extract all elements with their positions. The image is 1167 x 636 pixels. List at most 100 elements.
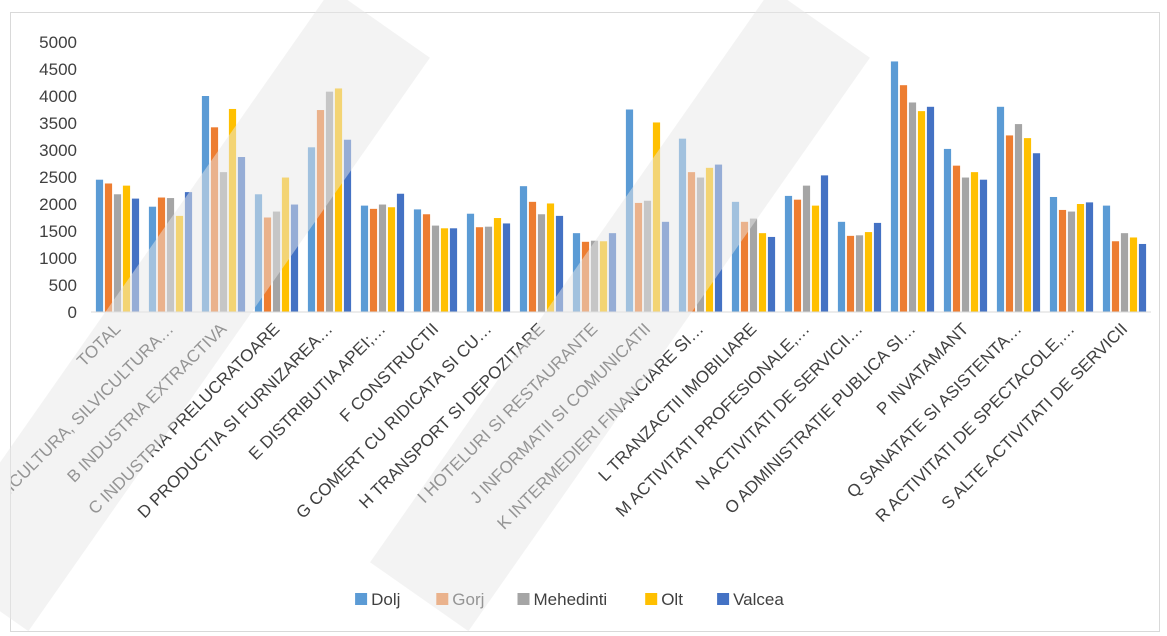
legend-label-mehedinti: Mehedinti bbox=[534, 590, 608, 609]
bar-dolj bbox=[890, 61, 899, 312]
bar-olt bbox=[652, 122, 661, 313]
bar-dolj bbox=[943, 148, 952, 312]
bar-valcea bbox=[396, 193, 405, 312]
bar-valcea bbox=[184, 192, 193, 312]
x-tick-label: O ADMINISTRATIE PUBLICA SI… bbox=[721, 319, 919, 517]
bar-gorj bbox=[1111, 241, 1120, 312]
bar-mehedinti bbox=[484, 226, 493, 312]
x-tick-label: C INDUSTRIA PRELUCRATOARE bbox=[85, 319, 284, 518]
bar-dolj bbox=[413, 209, 422, 312]
bar-gorj bbox=[634, 202, 643, 312]
bar-gorj bbox=[263, 217, 272, 312]
bar-dolj bbox=[731, 201, 740, 312]
bar-gorj bbox=[369, 208, 378, 312]
bar-mehedinti bbox=[272, 211, 281, 312]
bar-olt bbox=[705, 167, 714, 312]
bar-mehedinti bbox=[802, 185, 811, 312]
bar-mehedinti bbox=[1014, 124, 1023, 312]
bar-valcea bbox=[608, 233, 617, 312]
bar-valcea bbox=[873, 222, 882, 312]
bar-chart: 0 500 1000 1500 2000 2500 3000 3500 4000 4500 5000… bbox=[11, 33, 1151, 609]
bar-valcea bbox=[131, 198, 140, 312]
bar-mehedinti bbox=[325, 91, 334, 313]
legend-label-valcea: Valcea bbox=[733, 590, 784, 609]
y-tick-label: 5000 bbox=[39, 33, 77, 52]
y-axis: 0 500 1000 1500 2000 2500 3000 3500 4000 4500 5000 bbox=[39, 33, 77, 322]
bar-olt bbox=[440, 228, 449, 312]
bar-gorj bbox=[104, 183, 113, 312]
x-tick-label: P INVATAMANT bbox=[873, 319, 972, 418]
bar-olt bbox=[334, 88, 343, 312]
chart-frame: 0 500 1000 1500 2000 2500 3000 3500 4000 4500 5000… bbox=[10, 12, 1160, 632]
bar-mehedinti bbox=[537, 214, 546, 312]
bar-olt bbox=[970, 172, 979, 312]
bar-dolj bbox=[784, 195, 793, 312]
bar-olt bbox=[1023, 138, 1032, 312]
bar-mehedinti bbox=[431, 225, 440, 312]
bar-dolj bbox=[466, 213, 475, 312]
legend-swatch-valcea bbox=[717, 593, 730, 605]
y-tick-label: 2000 bbox=[39, 195, 77, 214]
bar-gorj bbox=[210, 127, 219, 312]
bar-gorj bbox=[1005, 135, 1014, 312]
bar-olt bbox=[228, 108, 237, 313]
bar-valcea bbox=[1085, 202, 1094, 312]
bar-valcea bbox=[1138, 243, 1147, 312]
legend-swatch-dolj bbox=[355, 593, 368, 605]
bar-dolj bbox=[95, 179, 104, 312]
bar-mehedinti bbox=[219, 172, 228, 312]
bar-dolj bbox=[1049, 196, 1058, 312]
bar-mehedinti bbox=[643, 200, 652, 312]
bar-dolj bbox=[572, 233, 581, 312]
bar-valcea bbox=[343, 139, 352, 312]
bar-dolj bbox=[360, 205, 369, 312]
bar-dolj bbox=[254, 194, 263, 312]
bar-valcea bbox=[290, 204, 299, 312]
bar-gorj bbox=[793, 199, 802, 312]
bar-valcea bbox=[979, 179, 988, 312]
y-tick-label: 3000 bbox=[39, 141, 77, 160]
bars-group bbox=[95, 61, 1147, 313]
bar-valcea bbox=[714, 164, 723, 312]
bar-dolj bbox=[201, 96, 210, 312]
bar-gorj bbox=[581, 241, 590, 312]
y-tick-label: 4000 bbox=[39, 87, 77, 106]
bar-dolj bbox=[996, 106, 1005, 312]
bar-mehedinti bbox=[1067, 211, 1076, 312]
x-tick-label: M ACTIVITATI PROFESIONALE,… bbox=[612, 319, 813, 520]
bar-valcea bbox=[820, 175, 829, 312]
bar-gorj bbox=[1058, 209, 1067, 312]
y-tick-label: 3500 bbox=[39, 114, 77, 133]
bar-mehedinti bbox=[696, 177, 705, 312]
legend-swatch-gorj bbox=[436, 593, 449, 605]
x-tick-label: G COMERT CU RIDICATA SI CU… bbox=[292, 319, 495, 522]
x-tick-label: F CONSTRUCTII bbox=[336, 319, 442, 425]
bar-gorj bbox=[528, 201, 537, 312]
legend-label-olt: Olt bbox=[661, 590, 683, 609]
bar-olt bbox=[122, 185, 131, 312]
bar-mehedinti bbox=[378, 204, 387, 312]
bar-olt bbox=[811, 205, 820, 312]
bar-dolj bbox=[1102, 205, 1111, 312]
legend: Dolj Gorj Mehedinti Olt Valcea bbox=[355, 590, 784, 609]
legend-label-gorj: Gorj bbox=[452, 590, 484, 609]
bar-olt bbox=[1076, 204, 1085, 312]
bar-valcea bbox=[767, 236, 776, 312]
bar-valcea bbox=[555, 215, 564, 312]
bar-gorj bbox=[687, 172, 696, 312]
bar-dolj bbox=[519, 186, 528, 312]
bar-gorj bbox=[740, 221, 749, 312]
bar-olt bbox=[387, 207, 396, 312]
bar-mehedinti bbox=[1120, 233, 1129, 312]
x-tick-label: TOTAL bbox=[73, 319, 124, 370]
bar-gorj bbox=[157, 197, 166, 312]
bar-gorj bbox=[316, 110, 325, 312]
bar-olt bbox=[917, 111, 926, 313]
y-tick-label: 1000 bbox=[39, 249, 77, 268]
bar-gorj bbox=[899, 85, 908, 312]
bar-gorj bbox=[422, 214, 431, 312]
y-tick-label: 500 bbox=[49, 276, 77, 295]
bar-dolj bbox=[678, 138, 687, 312]
bar-valcea bbox=[1032, 153, 1041, 312]
